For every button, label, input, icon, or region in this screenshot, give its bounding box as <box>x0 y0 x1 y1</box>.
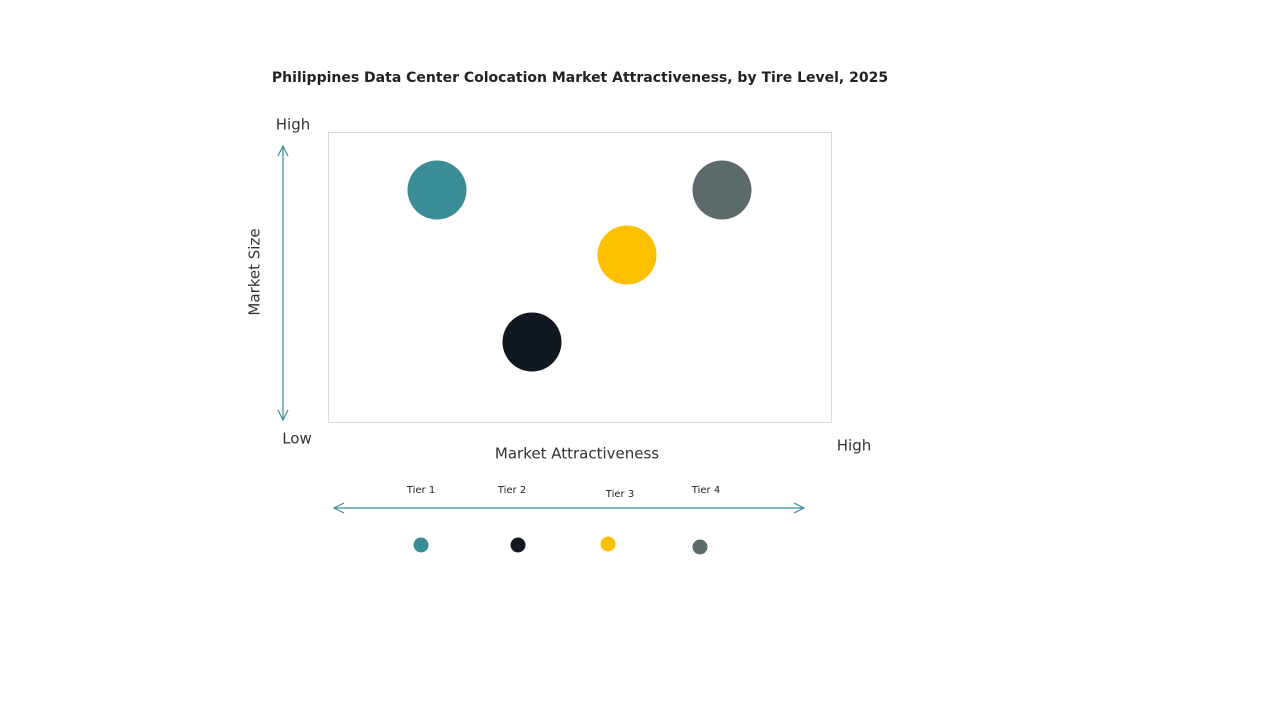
legend-label: Tier 2 <box>497 485 526 496</box>
plot-frame <box>328 132 832 423</box>
legend-label: Tier 1 <box>406 485 435 496</box>
legend-dot <box>692 539 708 555</box>
y-low-label: Low <box>282 430 312 448</box>
legend-dot <box>510 537 526 553</box>
bubble <box>597 225 657 285</box>
y-axis-label: Market Size <box>246 228 264 315</box>
legend-dot <box>413 537 429 553</box>
x-axis-label: Market Attractiveness <box>495 445 659 463</box>
y-high-label: High <box>276 116 310 134</box>
bubble <box>407 160 467 220</box>
legend-dot <box>600 536 616 552</box>
x-high-label: High <box>837 437 871 455</box>
chart-title: Philippines Data Center Colocation Marke… <box>272 70 888 86</box>
bubble <box>502 312 562 372</box>
bubble <box>692 160 752 220</box>
legend-label: Tier 4 <box>691 485 720 496</box>
legend-label: Tier 3 <box>605 489 634 500</box>
